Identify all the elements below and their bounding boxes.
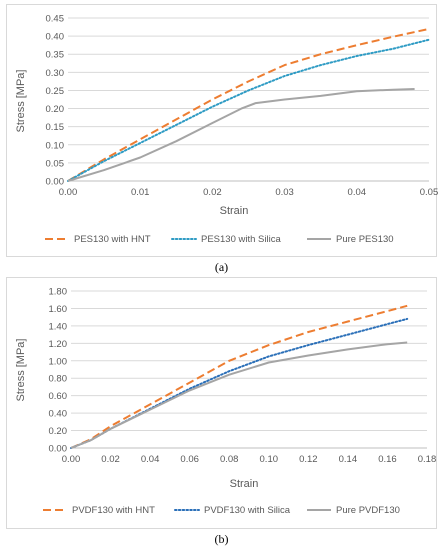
y-tick-label: 0.15 [46, 122, 65, 133]
series-line-pure-pes130 [67, 88, 415, 182]
chart-panel-b: 0.00 0.20 0.40 0.60 0.80 1.00 1.20 1.40 1.60 1.80… [6, 277, 437, 529]
x-tick-label: 0.02 [101, 454, 120, 465]
y-tick-label: 1.80 [49, 287, 68, 298]
chart-a-xlabel: Strain [220, 205, 249, 217]
caption-a: (a) [214, 260, 229, 274]
chart-b-xlabel: Strain [230, 478, 259, 490]
caption-b: (b) [214, 532, 229, 546]
legend-label: PES130 with Silica [201, 234, 281, 245]
chart-b-ylabel: Stress [MPa] [15, 339, 27, 402]
legend-label: PVDF130 with HNT [72, 505, 155, 516]
x-tick-label: 0.05 [420, 187, 439, 198]
legend-label: PVDF130 with Silica [204, 505, 291, 516]
y-tick-label: 0.20 [46, 104, 65, 115]
x-tick-label: 0.10 [260, 454, 279, 465]
y-tick-label: 0.00 [46, 177, 65, 188]
y-tick-label: 0.40 [49, 409, 68, 420]
legend-label: Pure PVDF130 [336, 505, 400, 516]
y-tick-label: 0.45 [46, 14, 65, 25]
y-tick-label: 0.40 [46, 32, 65, 43]
chart-b-svg: 0.00 0.20 0.40 0.60 0.80 1.00 1.20 1.40 1.60 1.80… [15, 287, 437, 517]
x-tick-label: 0.04 [348, 187, 367, 198]
legend-label: PES130 with HNT [74, 234, 151, 245]
x-tick-label: 0.02 [203, 187, 222, 198]
chart-b-series [70, 304, 409, 449]
y-tick-label: 0.30 [46, 68, 65, 79]
series-line-pes130-with-silica [67, 38, 430, 182]
x-tick-label: 0.00 [62, 454, 81, 465]
x-tick-label: 0.01 [131, 187, 150, 198]
y-tick-label: 0.60 [49, 391, 68, 402]
x-tick-label: 0.04 [141, 454, 160, 465]
x-tick-label: 0.16 [378, 454, 397, 465]
y-tick-label: 0.10 [46, 140, 65, 151]
series-line-pes130-with-hnt [67, 27, 430, 182]
chart-panel-a: 0.00 0.05 0.10 0.15 0.20 0.25 0.30 0.35 0.40 0.45… [6, 4, 439, 257]
chart-b-legend: PVDF130 with HNT PVDF130 with Silica Pure … [43, 505, 400, 516]
series-line-pure-pvdf130 [70, 341, 408, 449]
chart-a-svg: 0.00 0.05 0.10 0.15 0.20 0.25 0.30 0.35 0.40 0.45… [15, 14, 439, 246]
chart-a-series [67, 27, 430, 182]
y-tick-label: 0.25 [46, 86, 65, 97]
x-tick-label: 0.06 [180, 454, 199, 465]
y-tick-label: 1.60 [49, 304, 68, 315]
x-tick-label: 0.12 [299, 454, 318, 465]
y-tick-label: 1.00 [49, 356, 68, 367]
chart-b-grid [71, 290, 427, 432]
x-tick-label: 0.18 [418, 454, 437, 465]
chart-b-axes: 0.00 0.20 0.40 0.60 0.80 1.00 1.20 1.40 1.60 1.80… [49, 287, 437, 466]
chart-a-axes: 0.00 0.05 0.10 0.15 0.20 0.25 0.30 0.35 0.40 0.45… [46, 14, 439, 199]
y-tick-label: 0.20 [49, 426, 68, 437]
x-tick-label: 0.00 [59, 187, 78, 198]
y-tick-label: 1.20 [49, 339, 68, 350]
y-tick-label: 0.80 [49, 374, 68, 385]
x-tick-label: 0.08 [220, 454, 239, 465]
y-tick-label: 0.00 [49, 444, 68, 455]
y-tick-label: 0.05 [46, 158, 65, 169]
series-line-pvdf130-with-silica [70, 317, 409, 449]
chart-a-ylabel: Stress [MPa] [15, 70, 27, 133]
y-tick-label: 1.40 [49, 321, 68, 332]
x-tick-label: 0.14 [339, 454, 358, 465]
series-line-pvdf130-with-hnt [70, 304, 408, 449]
chart-a-legend: PES130 with HNT PES130 with Silica Pure PE… [45, 234, 394, 245]
y-tick-label: 0.35 [46, 50, 65, 61]
x-tick-label: 0.03 [275, 187, 294, 198]
legend-label: Pure PES130 [336, 234, 394, 245]
